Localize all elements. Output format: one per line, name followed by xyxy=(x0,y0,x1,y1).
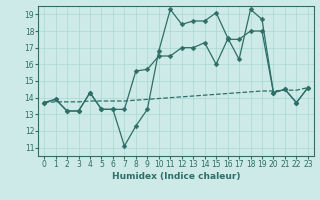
X-axis label: Humidex (Indice chaleur): Humidex (Indice chaleur) xyxy=(112,172,240,181)
